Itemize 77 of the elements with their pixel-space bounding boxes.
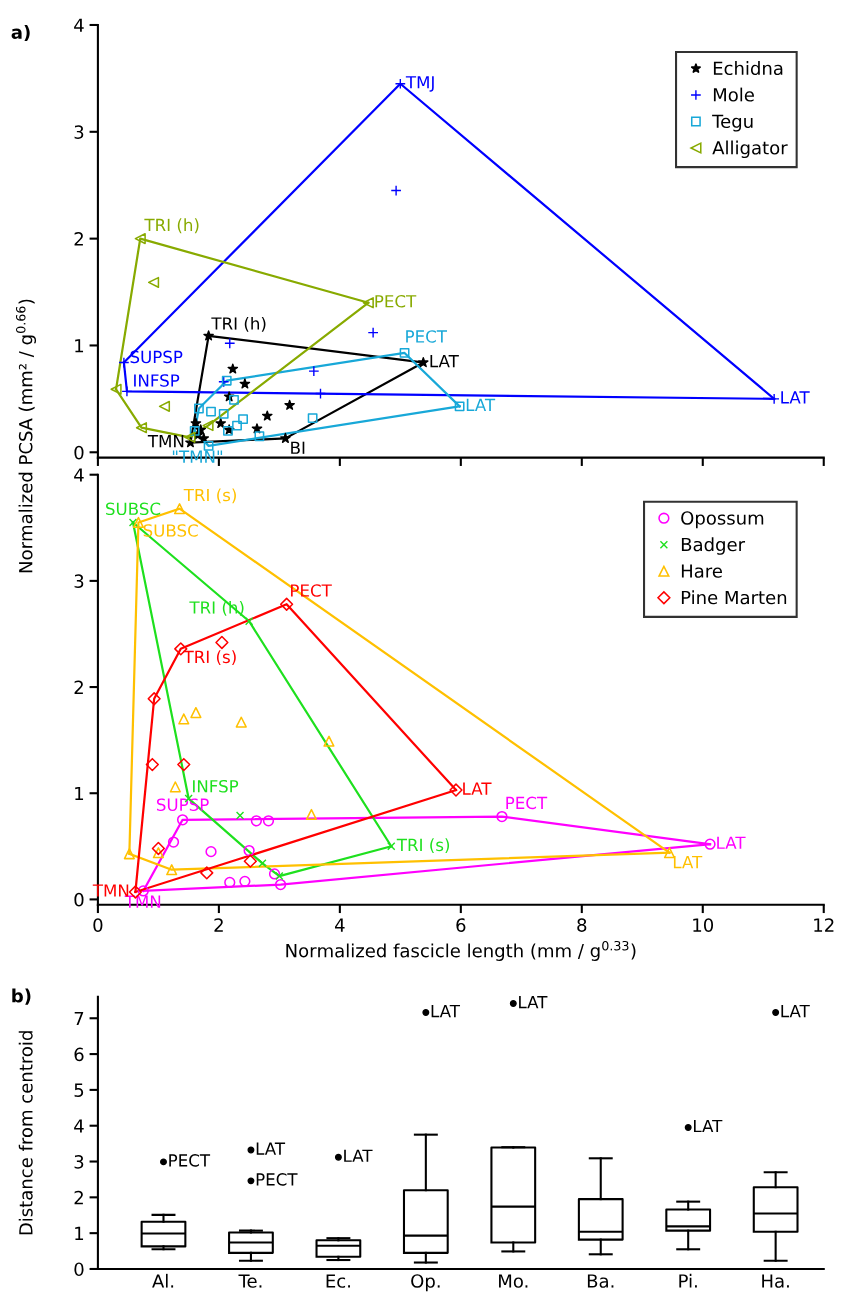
legend-label: Hare [681, 564, 722, 578]
text: a) [11, 25, 30, 42]
data-label: TMJ [405, 76, 434, 92]
data-label: LAT [717, 836, 746, 849]
annotation: PECT [169, 1154, 211, 1167]
y-tick-label: 1 [75, 1226, 84, 1241]
data-label: TRI (s) [183, 650, 236, 666]
legend-label: Tegu [712, 114, 753, 132]
x-tick-label: 8 [577, 918, 587, 932]
legend-label: Badger [681, 537, 746, 555]
y-tick-label: 0 [74, 445, 84, 460]
annotation: LAT [694, 1119, 723, 1133]
data-label: PECT [375, 294, 417, 308]
x-tick-label: Ha. [762, 1274, 789, 1288]
y-tick-label: 3 [74, 125, 84, 139]
data-label: TRI (s) [183, 488, 236, 504]
data-label: SUPSP [130, 350, 183, 364]
data-label: LAT [466, 398, 496, 411]
y-tick-label: 2 [74, 1190, 83, 1205]
annotation: LAT [344, 1149, 373, 1162]
y-tick-label: 4 [74, 468, 84, 482]
annotation: LAT [256, 1142, 286, 1155]
x-tick-label: 12 [814, 918, 834, 932]
data-label: SUBSC [143, 524, 198, 537]
data-label: TRI (h) [144, 218, 199, 234]
annotation: LAT [519, 996, 548, 1009]
data-label: TRI (h) [211, 316, 266, 332]
y-axis-title: Distance from centroid [18, 1031, 33, 1235]
y-tick-label: 4 [74, 18, 84, 32]
legend-label: Mole [713, 87, 754, 102]
y-tick-label: 2 [74, 232, 83, 246]
data-label: PECT [506, 796, 548, 810]
data-label: INFSP [134, 374, 180, 387]
y-axis-title: Normalized PCSA (mm² / g$^{0.66}$) [15, 299, 37, 573]
x-tick-label: 0 [93, 918, 103, 932]
y-tick-label: 0 [74, 1262, 84, 1277]
data-label: SUBSC [106, 502, 161, 516]
data-label: TMN [147, 435, 184, 448]
y-tick-label: 0 [74, 892, 84, 907]
y-tick-label: 7 [74, 1011, 84, 1026]
y-tick-label: 4 [74, 1119, 84, 1133]
x-tick-label: 10 [693, 918, 714, 932]
x-tick-label: 4 [334, 918, 345, 932]
legend-label: Opossum [681, 511, 764, 529]
y-tick-label: 2 [74, 680, 83, 694]
x-tick-label: Ec. [326, 1274, 350, 1288]
annotation: PECT [256, 1173, 298, 1186]
data-label: "TMN" [172, 450, 223, 463]
y-tick-label: 1 [75, 339, 84, 353]
data-label: BI [291, 441, 305, 454]
data-label: LAT [430, 355, 459, 368]
x-tick-label: Ba. [587, 1274, 614, 1288]
data-label: TRI (s) [396, 838, 450, 854]
y-tick-label: 1 [75, 786, 84, 801]
x-tick-label: Op. [411, 1274, 440, 1292]
x-tick-label: 2 [214, 918, 223, 932]
data-label: LAT [673, 855, 703, 869]
x-tick-label: Pi. [679, 1273, 697, 1288]
y-tick-label: 6 [74, 1047, 84, 1062]
x-axis-title: Normalized fascicle length (mm / g$^{0.33}$) [286, 940, 636, 961]
legend-label: Echidna [713, 61, 783, 76]
data-label: INFSP [193, 779, 239, 793]
x-tick-label: Al. [152, 1273, 174, 1288]
data-label: LAT [463, 782, 492, 795]
legend-label: Alligator [712, 140, 788, 159]
annotation: LAT [431, 1004, 461, 1018]
y-tick-label: 3 [74, 1154, 84, 1169]
x-tick-label: 6 [456, 918, 466, 932]
data-label: LAT [781, 391, 810, 404]
x-tick-label: Mo. [499, 1274, 528, 1288]
y-tick-label: 3 [74, 574, 84, 589]
data-label: PECT [406, 330, 448, 343]
legend-label: Pine Marten [681, 590, 787, 605]
x-tick-label: Te. [238, 1274, 262, 1288]
annotation: LAT [781, 1004, 810, 1018]
text: b) [12, 988, 31, 1005]
y-tick-label: 5 [74, 1083, 84, 1098]
